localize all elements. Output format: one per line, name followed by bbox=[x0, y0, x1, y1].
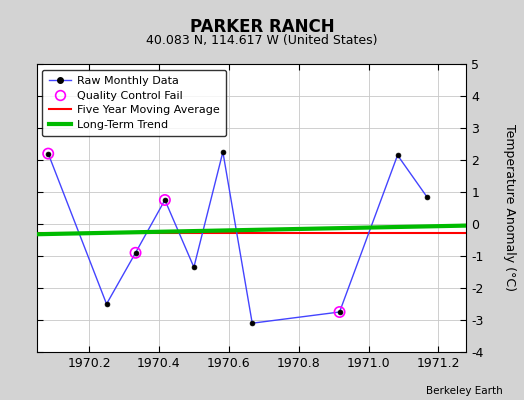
Text: Berkeley Earth: Berkeley Earth bbox=[427, 386, 503, 396]
Y-axis label: Temperature Anomaly (°C): Temperature Anomaly (°C) bbox=[503, 124, 516, 292]
Point bbox=[335, 309, 344, 315]
Text: 40.083 N, 114.617 W (United States): 40.083 N, 114.617 W (United States) bbox=[146, 34, 378, 47]
Point bbox=[161, 197, 169, 203]
Point bbox=[44, 150, 52, 157]
Point bbox=[132, 250, 140, 256]
Legend: Raw Monthly Data, Quality Control Fail, Five Year Moving Average, Long-Term Tren: Raw Monthly Data, Quality Control Fail, … bbox=[42, 70, 226, 136]
Text: PARKER RANCH: PARKER RANCH bbox=[190, 18, 334, 36]
